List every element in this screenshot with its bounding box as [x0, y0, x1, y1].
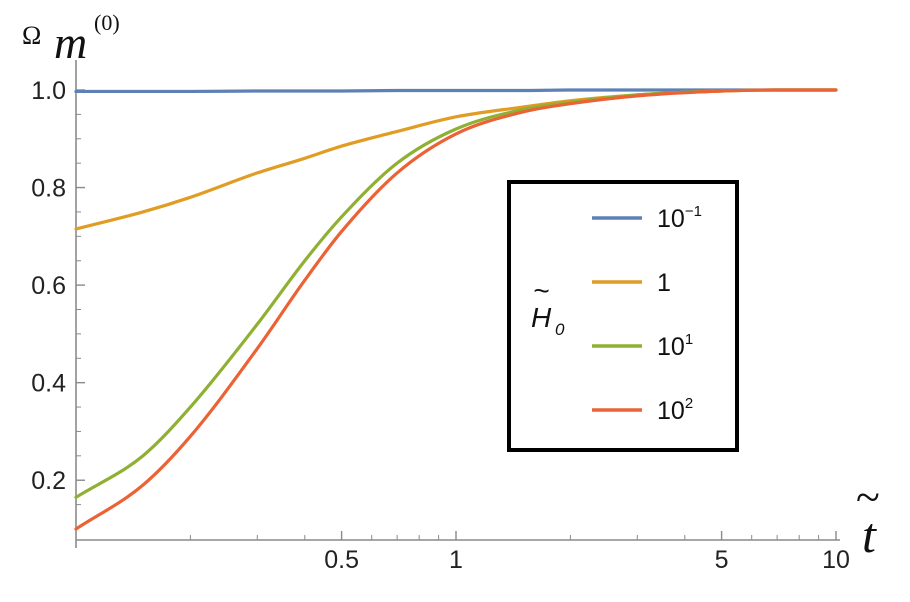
y-axis-title-sup: (0)	[94, 10, 120, 35]
legend-title-sub: 0	[555, 320, 565, 339]
x-axis-title-main: t	[862, 507, 877, 563]
legend-label-1: 1	[657, 269, 671, 297]
x-tick-label-2: 5	[715, 546, 729, 574]
y-axis-title-main: m	[54, 17, 87, 68]
x-axis-title-tilde: ~	[856, 473, 880, 522]
y-tick-label-2: 0.6	[31, 272, 66, 300]
y-tick-label-3: 0.8	[31, 175, 66, 203]
y-axis-title-base: Ω	[22, 21, 41, 50]
x-ticks: 0.5 1 5 10	[189, 531, 850, 574]
x-tick-label-0: 0.5	[324, 546, 359, 574]
legend-title-tilde: ~	[533, 275, 549, 306]
axes	[75, 60, 840, 548]
y-ticks: 0.2 0.4 0.6 0.8 1.0	[31, 77, 85, 506]
y-tick-label-4: 1.0	[31, 77, 66, 105]
legend-label-2: 101	[657, 331, 693, 361]
legend-label-3: 102	[657, 395, 693, 425]
y-tick-label-0: 0.2	[31, 467, 66, 495]
series-lines	[74, 88, 838, 531]
legend-label-0: 10−1	[657, 203, 702, 233]
legend-title-main: H	[531, 302, 552, 333]
series-line-3	[74, 88, 838, 531]
x-tick-label-1: 1	[449, 546, 463, 574]
legend: ~ H 0 10−1 1 101 102	[507, 180, 739, 452]
legend-title: ~ H 0	[531, 275, 565, 339]
y-axis-title: Ω m (0)	[22, 10, 120, 68]
legend-entries: 10−1 1 101 102	[592, 203, 702, 425]
x-tick-label-3: 10	[822, 546, 850, 574]
y-tick-label-1: 0.4	[31, 370, 66, 398]
x-axis-title: ~ t	[856, 473, 880, 563]
legend-box	[507, 180, 739, 452]
